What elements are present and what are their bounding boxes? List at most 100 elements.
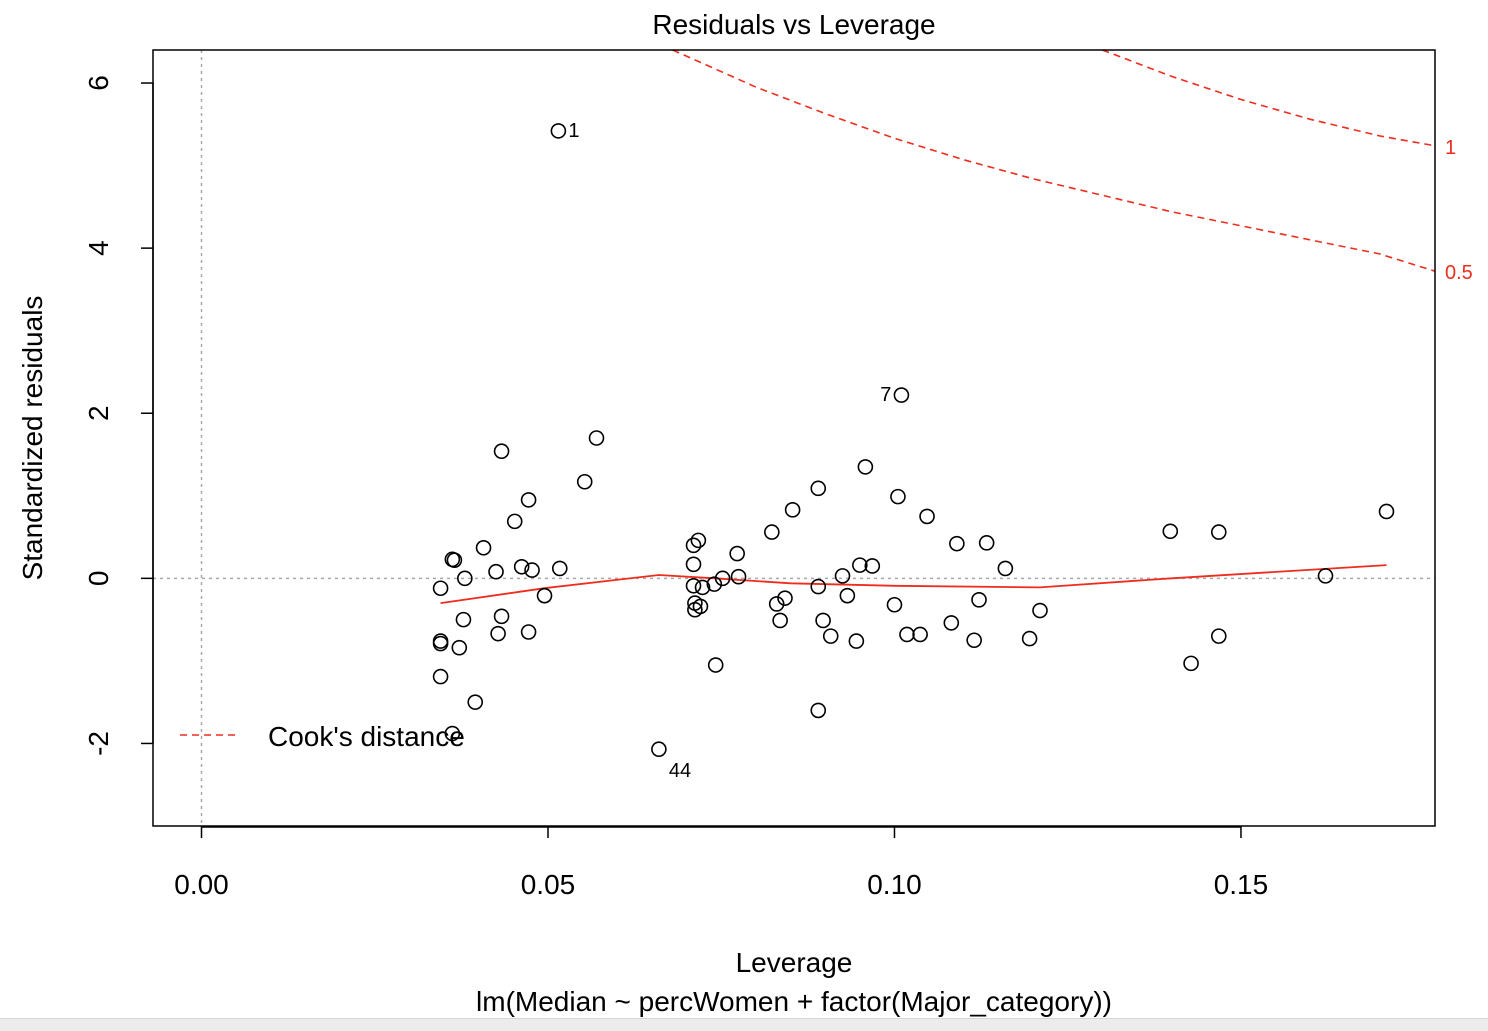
point-label: 44 bbox=[669, 760, 691, 782]
data-point bbox=[685, 537, 702, 554]
data-point bbox=[467, 694, 484, 710]
data-point bbox=[810, 702, 827, 719]
data-point bbox=[455, 611, 472, 628]
data-point bbox=[432, 635, 449, 652]
data-point bbox=[432, 580, 449, 597]
data-point bbox=[971, 592, 987, 608]
data-point bbox=[834, 568, 851, 584]
data-point bbox=[576, 473, 593, 490]
cooks-distance-contour-label: 1 bbox=[1445, 137, 1456, 159]
data-point bbox=[692, 598, 709, 615]
smoother-line bbox=[440, 564, 1387, 604]
smoother-layer bbox=[440, 564, 1387, 604]
data-point bbox=[588, 430, 605, 446]
data-point bbox=[506, 513, 523, 530]
data-point bbox=[777, 590, 793, 606]
data-point bbox=[810, 480, 827, 497]
data-point bbox=[493, 443, 510, 460]
data-point bbox=[685, 556, 702, 573]
data-point bbox=[852, 557, 868, 573]
data-point bbox=[490, 625, 506, 642]
y-axis-label: Standardized residuals bbox=[17, 296, 48, 581]
plot-frame bbox=[152, 49, 1436, 827]
data-point bbox=[444, 725, 461, 742]
data-point bbox=[714, 570, 731, 587]
data-point bbox=[1021, 630, 1038, 647]
cooks-distance-contour bbox=[1102, 49, 1436, 147]
data-point bbox=[1210, 628, 1227, 644]
chart-subtitle: lm(Median ~ percWomen + factor(Major_cat… bbox=[476, 986, 1112, 1017]
x-tick-label: 0.05 bbox=[521, 869, 576, 900]
data-point bbox=[730, 568, 747, 585]
data-point bbox=[848, 633, 865, 649]
data-point bbox=[978, 535, 995, 551]
data-point bbox=[451, 639, 468, 656]
x-tick-label: 0.00 bbox=[174, 869, 229, 900]
data-point bbox=[764, 524, 780, 540]
data-point bbox=[768, 596, 785, 612]
data-point bbox=[488, 563, 504, 580]
data-point bbox=[520, 492, 537, 508]
data-point bbox=[949, 535, 965, 552]
cooks-distance-contour bbox=[672, 49, 1436, 272]
data-point bbox=[432, 668, 449, 685]
data-point bbox=[520, 624, 537, 640]
data-point bbox=[899, 626, 915, 643]
data-point bbox=[864, 558, 881, 574]
data-point bbox=[997, 560, 1014, 577]
legend: Cook's distance bbox=[180, 721, 465, 752]
cooks-distance-contours: 10.5 bbox=[672, 49, 1473, 284]
data-point bbox=[822, 628, 839, 644]
data-point bbox=[886, 596, 903, 613]
legend-cooks-distance-label: Cook's distance bbox=[268, 721, 465, 752]
y-tick-label: 4 bbox=[83, 240, 114, 256]
data-point bbox=[707, 657, 724, 673]
data-point bbox=[513, 558, 530, 575]
data-point bbox=[890, 488, 906, 505]
y-tick-label: -2 bbox=[83, 731, 114, 756]
data-point bbox=[772, 612, 788, 629]
data-point bbox=[706, 576, 723, 592]
data-point bbox=[919, 508, 935, 525]
y-tick-label: 6 bbox=[83, 75, 114, 91]
data-point bbox=[1210, 524, 1227, 540]
data-point bbox=[536, 587, 553, 604]
chart-title: Residuals vs Leverage bbox=[652, 9, 935, 40]
data-point bbox=[1183, 655, 1199, 672]
data-point bbox=[475, 539, 492, 556]
data-point bbox=[1317, 568, 1334, 584]
x-tick-label: 0.10 bbox=[867, 869, 922, 900]
data-point bbox=[493, 608, 510, 625]
window-bottom-bar bbox=[0, 1018, 1488, 1031]
cooks-distance-contour-label: 0.5 bbox=[1445, 262, 1473, 284]
data-point bbox=[550, 123, 567, 139]
data-point bbox=[1378, 503, 1395, 520]
data-point bbox=[784, 502, 801, 518]
data-point bbox=[690, 532, 707, 549]
data-point bbox=[524, 562, 540, 578]
data-point bbox=[651, 741, 667, 758]
point-label: 7 bbox=[880, 384, 891, 406]
x-axis-label: Leverage bbox=[736, 947, 853, 978]
data-point bbox=[857, 459, 874, 475]
data-point bbox=[966, 632, 982, 649]
data-point bbox=[685, 577, 702, 594]
data-point bbox=[729, 545, 745, 562]
y-tick-label: 2 bbox=[83, 405, 114, 421]
point-label: 1 bbox=[568, 120, 579, 142]
data-point bbox=[943, 615, 960, 631]
data-point bbox=[839, 587, 856, 604]
data-point bbox=[457, 570, 473, 587]
data-point bbox=[815, 612, 831, 629]
data-point bbox=[694, 579, 711, 596]
data-point bbox=[1162, 523, 1179, 540]
data-point bbox=[810, 578, 827, 595]
y-tick-label: 0 bbox=[83, 571, 114, 587]
data-point bbox=[912, 626, 928, 643]
data-point bbox=[446, 552, 463, 568]
data-point bbox=[1032, 602, 1048, 619]
data-point bbox=[551, 560, 568, 577]
data-point bbox=[893, 387, 910, 403]
